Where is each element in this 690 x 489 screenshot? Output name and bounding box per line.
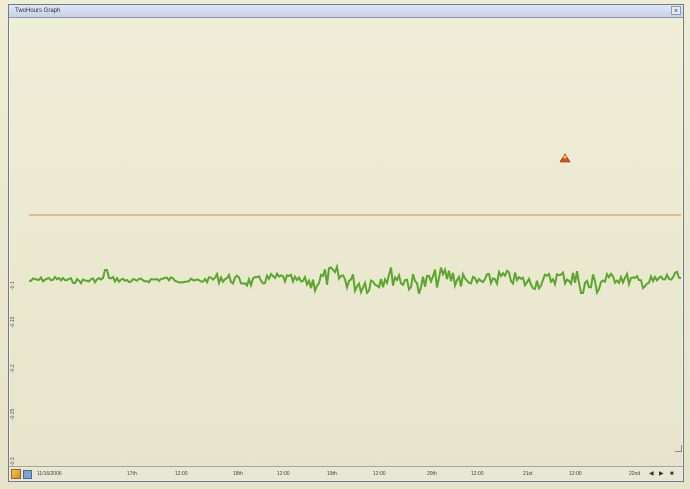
y-tick-label: -0.2 (10, 364, 16, 373)
x-tick-label: 12:00 (175, 471, 188, 477)
x-tick-label: 12:00 (277, 471, 290, 477)
x-tick-label: 12:00 (471, 471, 484, 477)
plot-area[interactable]: -0.1 -0.15 -0.2 -0.25 -0.3 (9, 18, 683, 467)
time-axis-bar: 11/16/2006 17th 12:00 18th 12:00 19th 12:00 20t… (9, 466, 683, 481)
warning-marker-icon[interactable] (559, 153, 571, 163)
y-tick-label: -0.3 (10, 457, 16, 466)
x-tick-label: 17th (127, 471, 137, 477)
graph-app-icon[interactable] (11, 469, 21, 479)
graph-window: TwoHours Graph × -0.1 -0.15 -0.2 -0.25 -0.3 … (8, 4, 684, 482)
trend-chart (28, 214, 681, 296)
nav-end-icon[interactable]: ■ (670, 471, 674, 477)
title-bar[interactable]: TwoHours Graph × (9, 5, 683, 18)
nav-next-icon[interactable]: ▶ (659, 471, 664, 477)
x-tick-label: 20th (427, 471, 437, 477)
close-button[interactable]: × (671, 6, 681, 15)
x-tick-label: 19th (327, 471, 337, 477)
nav-prev-icon[interactable]: ◀ (649, 471, 654, 477)
y-tick-label: -0.1 (10, 281, 16, 290)
y-tick-label: -0.25 (10, 408, 16, 420)
resize-grip[interactable] (675, 445, 682, 452)
x-tick-label: 18th (233, 471, 243, 477)
x-tick-label: 12:00 (569, 471, 582, 477)
x-tick-label: 12:00 (373, 471, 386, 477)
window-icon[interactable] (23, 470, 32, 479)
x-tick-label: 22nd (629, 471, 641, 477)
trend-line (28, 262, 681, 296)
y-tick-label: -0.15 (10, 316, 16, 328)
x-tick-label: 21st (523, 471, 533, 477)
window-title: TwoHours Graph (15, 8, 61, 14)
close-icon: × (673, 8, 679, 15)
x-tick-label: 11/16/2006 (37, 471, 62, 477)
